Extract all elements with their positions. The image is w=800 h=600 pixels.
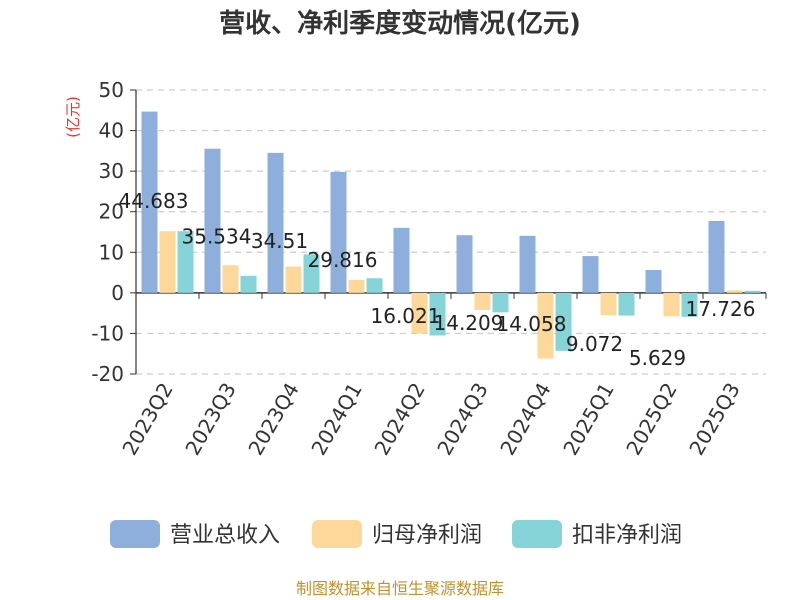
legend-label: 归母净利润 (372, 523, 482, 548)
legend-label: 营业总收入 (170, 523, 280, 548)
bar-3 (303, 254, 320, 293)
bar-2 (159, 231, 176, 293)
bar-3 (366, 278, 383, 293)
bar-2 (537, 292, 554, 359)
bar-3 (240, 275, 257, 293)
bars (141, 111, 761, 359)
bar-2 (348, 279, 365, 293)
bar-3 (492, 292, 509, 313)
y-tick-label: 30 (99, 159, 124, 183)
legend-swatch (110, 520, 160, 548)
data-label: 44.683 (119, 189, 189, 213)
data-label: 35.534 (182, 225, 252, 249)
data-label: 29.816 (308, 248, 378, 272)
legend-label: 扣非净利润 (572, 523, 682, 548)
bar-2 (411, 292, 428, 334)
legend-swatch (312, 520, 362, 548)
y-tick-label: 0 (111, 281, 124, 305)
y-axis-unit: (亿元) (64, 96, 82, 138)
x-tick-label: 2025Q2 (621, 379, 681, 460)
x-tick-label: 2025Q1 (558, 379, 618, 460)
bar-1 (582, 256, 599, 293)
x-tick-label: 2024Q4 (495, 379, 555, 460)
bar-3 (555, 292, 572, 351)
bar-2 (222, 265, 239, 293)
bar-2 (474, 292, 491, 310)
bar-2 (726, 290, 743, 293)
data-label: 34.51 (251, 229, 308, 253)
x-tick-label: 2023Q4 (243, 379, 303, 460)
y-tick-label: -10 (91, 321, 124, 345)
bar-2 (600, 292, 617, 316)
bar-3 (429, 292, 446, 336)
chart-title: 营收、净利季度变动情况(亿元) (219, 8, 581, 39)
data-label: 9.072 (566, 332, 623, 356)
bar-2 (663, 292, 680, 317)
x-tick-label: 2024Q2 (369, 379, 429, 460)
y-tick-label: 40 (99, 119, 124, 143)
data-label: 14.209 (434, 311, 504, 335)
y-tick-label: 20 (99, 200, 124, 224)
bar-3 (618, 292, 635, 316)
bar-3 (744, 290, 761, 293)
x-tick-label: 2023Q3 (180, 379, 240, 460)
legend-swatch (512, 520, 562, 548)
bar-2 (285, 266, 302, 293)
data-label: 14.058 (497, 312, 567, 336)
x-tick-label: 2024Q3 (432, 379, 492, 460)
bar-1 (204, 148, 221, 293)
bar-3 (177, 231, 194, 293)
bar-1 (645, 270, 662, 293)
y-tick-label: -20 (91, 362, 124, 386)
data-label: 5.629 (629, 346, 686, 370)
y-tick-label: 50 (99, 78, 124, 102)
bar-1 (393, 227, 410, 293)
data-label: 16.021 (371, 304, 441, 328)
gridlines (136, 89, 766, 375)
source-note: 制图数据来自恒生聚源数据库 (296, 579, 504, 598)
bar-1 (267, 152, 284, 293)
bar-1 (141, 111, 158, 293)
bar-1 (708, 220, 725, 293)
x-tick-label: 2025Q3 (684, 379, 744, 460)
x-tick-label: 2023Q2 (117, 379, 177, 460)
bar-1 (456, 235, 473, 293)
x-tick-label: 2024Q1 (306, 379, 366, 460)
bar-3 (681, 292, 698, 317)
data-label: 17.726 (686, 297, 756, 321)
y-tick-label: 10 (99, 240, 124, 264)
legend: 营业总收入 归母净利润 扣非净利润 (110, 520, 682, 548)
bar-1 (519, 235, 536, 293)
bar-1 (330, 171, 347, 293)
